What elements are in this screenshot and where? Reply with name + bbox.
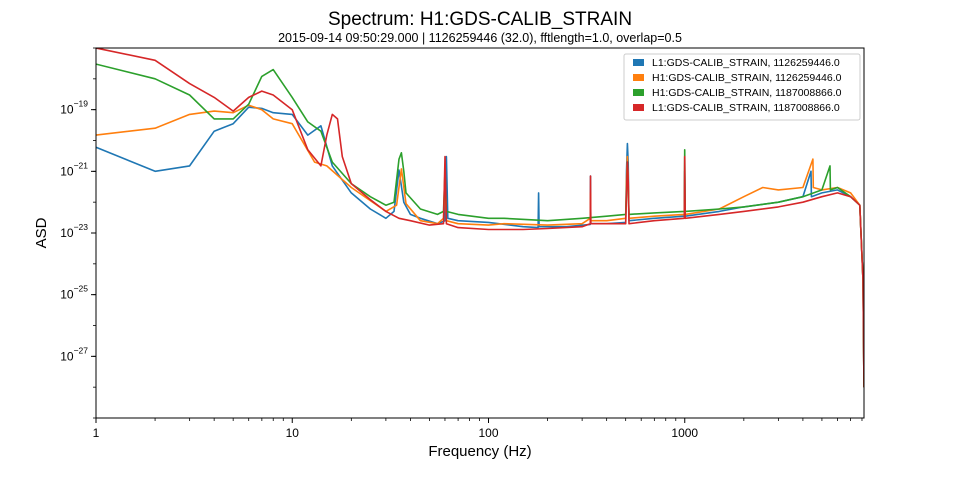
y-tick-label: 10−23 — [60, 222, 88, 240]
x-axis: 1 10 100 1000 — [93, 418, 863, 440]
series-line-4 — [96, 48, 864, 388]
y-tick-label: 10−19 — [60, 99, 88, 117]
x-tick-label: 100 — [478, 426, 498, 440]
x-tick-label: 1000 — [671, 426, 698, 440]
legend-label: L1:GDS-CALIB_STRAIN, 1187008866.0 — [652, 102, 840, 114]
legend-label: L1:GDS-CALIB_STRAIN, 1126259446.0 — [652, 57, 840, 69]
y-tick-label: 10−21 — [60, 160, 88, 178]
series-line-3 — [96, 63, 864, 388]
y-tick-label: 10−27 — [60, 345, 88, 363]
legend: L1:GDS-CALIB_STRAIN, 1126259446.0 H1:GDS-… — [623, 53, 861, 121]
y-tick-label: 10−25 — [60, 284, 88, 302]
chart-title: Spectrum: H1:GDS-CALIB_STRAIN — [328, 9, 632, 30]
x-tick-label: 10 — [286, 426, 300, 440]
series-layer — [96, 48, 864, 388]
chart-subtitle: 2015-09-14 09:50:29.000 | 1126259446 (32… — [278, 31, 682, 45]
legend-swatch — [633, 104, 644, 111]
series-line-2 — [96, 104, 864, 388]
x-tick-label: 1 — [93, 426, 100, 440]
legend-label: H1:GDS-CALIB_STRAIN, 1187008866.0 — [652, 87, 842, 99]
y-axis-label: ASD — [33, 217, 50, 248]
legend-box — [623, 53, 861, 121]
legend-swatch — [633, 59, 644, 66]
legend-swatch — [633, 74, 644, 81]
y-axis: 10−19 10−21 10−23 10−25 10−27 — [60, 47, 96, 419]
legend-swatch — [633, 89, 644, 96]
legend-label: H1:GDS-CALIB_STRAIN, 1126259446.0 — [652, 72, 842, 84]
x-axis-label: Frequency (Hz) — [428, 443, 531, 460]
